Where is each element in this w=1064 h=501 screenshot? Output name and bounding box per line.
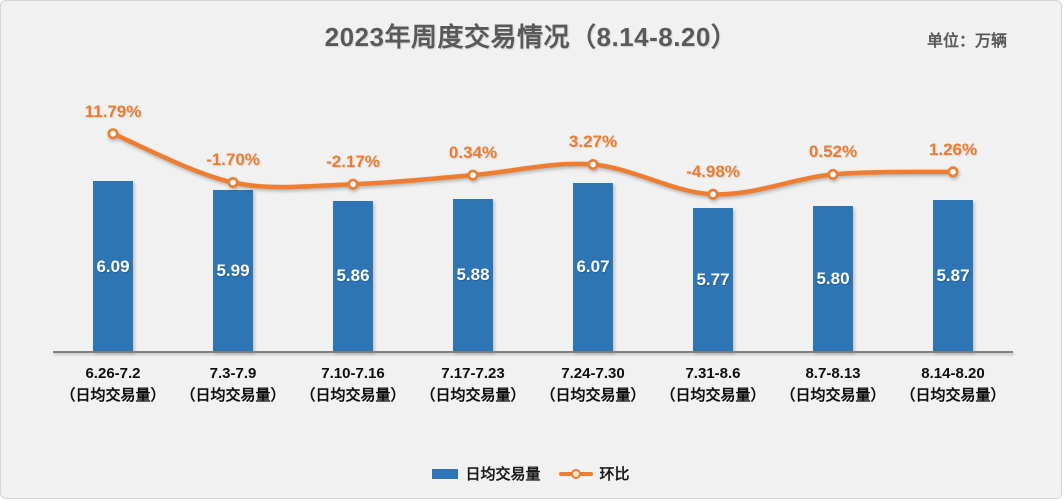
line-marker-icon <box>827 168 839 180</box>
line-marker-icon <box>947 166 959 178</box>
line-marker-icon <box>107 128 119 140</box>
x-axis-tick-label: 8.14-8.20 （日均交易量） <box>878 363 1028 407</box>
x-tick-period: 7.3-7.9 <box>209 365 257 382</box>
bar: 5.87 <box>933 199 973 352</box>
chart-title: 2023年周度交易情况（8.14-8.20） <box>324 22 738 52</box>
bar: 6.07 <box>573 182 613 352</box>
x-tick-sublabel: （日均交易量） <box>300 387 406 404</box>
x-tick-period: 7.24-7.30 <box>561 365 625 382</box>
x-tick-sublabel: （日均交易量） <box>180 387 286 404</box>
bar: 6.09 <box>93 181 133 352</box>
x-axis-tick-label: 8.7-8.13 （日均交易量） <box>758 363 908 407</box>
legend-item-line-series: 环比 <box>558 463 630 484</box>
legend-item-bar-series: 日均交易量 <box>432 463 541 484</box>
x-tick-period: 7.10-7.16 <box>321 365 385 382</box>
x-tick-period: 8.14-8.20 <box>921 365 985 382</box>
bar-value-label: 5.99 <box>216 260 250 280</box>
bar: 5.80 <box>813 205 853 352</box>
legend-label-bar-series: 日均交易量 <box>465 466 541 483</box>
line-value-label: 0.52% <box>808 142 858 162</box>
line-value-label: 0.34% <box>448 143 498 163</box>
x-axis-tick-label: 7.31-8.6 （日均交易量） <box>638 363 788 407</box>
x-tick-sublabel: （日均交易量） <box>660 387 766 404</box>
bar-value-label: 5.87 <box>936 265 970 285</box>
x-tick-period: 6.26-7.2 <box>85 365 141 382</box>
x-tick-period: 7.31-8.6 <box>685 365 741 382</box>
line-value-label: -1.70% <box>206 150 260 170</box>
bar: 5.88 <box>453 198 493 352</box>
line-value-label: 11.79% <box>84 101 142 121</box>
line-marker-icon <box>347 178 359 190</box>
x-axis-tick-label: 7.3-7.9 （日均交易量） <box>158 363 308 407</box>
x-axis-tick-label: 7.10-7.16 （日均交易量） <box>278 363 428 407</box>
bar-value-label: 6.07 <box>576 257 610 277</box>
x-axis-line <box>53 351 1013 353</box>
unit-label: 单位：万辆 <box>926 33 1007 50</box>
bar-value-label: 5.88 <box>456 265 490 285</box>
bar: 5.86 <box>333 200 373 352</box>
x-tick-sublabel: （日均交易量） <box>60 387 166 404</box>
line-value-label: -4.98% <box>686 162 740 182</box>
bar-value-label: 5.80 <box>816 268 850 288</box>
x-tick-sublabel: （日均交易量） <box>900 387 1006 404</box>
line-value-label: 1.26% <box>928 139 978 159</box>
x-tick-period: 7.17-7.23 <box>441 365 505 382</box>
x-tick-period: 8.7-8.13 <box>805 365 861 382</box>
bar-value-label: 5.77 <box>696 270 730 290</box>
line-marker-icon <box>587 159 599 171</box>
x-tick-sublabel: （日均交易量） <box>420 387 526 404</box>
bar-value-label: 5.86 <box>336 266 370 286</box>
line-value-label: 3.27% <box>568 132 618 152</box>
x-axis-tick-label: 7.24-7.30 （日均交易量） <box>518 363 668 407</box>
line-value-label: -2.17% <box>326 152 380 172</box>
legend: 日均交易量 环比 <box>1 463 1061 484</box>
bar: 5.99 <box>213 189 253 352</box>
x-axis-tick-label: 6.26-7.2 （日均交易量） <box>38 363 188 407</box>
x-axis-tick-label: 7.17-7.23 （日均交易量） <box>398 363 548 407</box>
x-tick-sublabel: （日均交易量） <box>780 387 886 404</box>
line-marker-icon <box>467 169 479 181</box>
line-marker-icon <box>707 188 719 200</box>
legend-label-line-series: 环比 <box>599 466 630 483</box>
bar-series-swatch-icon <box>432 468 459 479</box>
line-marker-icon <box>227 177 239 189</box>
line-swatch-marker-icon <box>570 468 581 479</box>
x-tick-sublabel: （日均交易量） <box>540 387 646 404</box>
bar-value-label: 6.09 <box>96 256 130 276</box>
bar: 5.77 <box>693 208 733 352</box>
line-series-swatch-icon <box>558 468 593 480</box>
